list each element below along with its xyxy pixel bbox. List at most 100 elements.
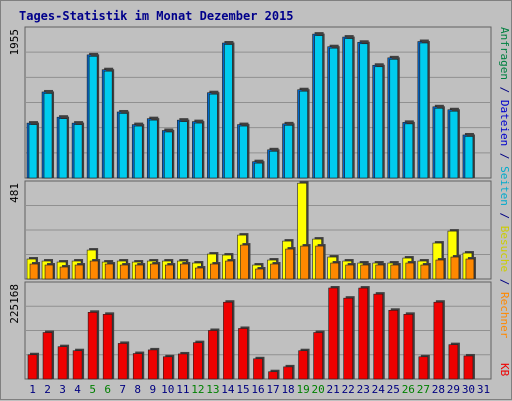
bar-rechner: [285, 248, 294, 280]
bar-kb: [27, 354, 38, 380]
bar-rechner: [240, 244, 249, 280]
bar-rechner: [270, 263, 279, 280]
day-label: 26: [402, 383, 415, 396]
bar-kb: [358, 287, 369, 380]
bar-anfragen: [58, 118, 68, 179]
bar-kb: [193, 342, 203, 380]
bar-kb: [253, 358, 263, 380]
bar-kb: [117, 343, 128, 380]
legend-part: Rechner: [498, 292, 511, 339]
bar-anfragen: [118, 113, 128, 179]
bar-anfragen: [269, 150, 278, 179]
day-label: 19: [296, 383, 309, 396]
bar-kb: [283, 366, 293, 380]
legend-part: /: [498, 206, 511, 226]
bar-anfragen: [359, 43, 369, 179]
bar-rechner: [59, 266, 69, 280]
day-label: 25: [387, 383, 400, 396]
bar-rechner: [89, 260, 99, 280]
legend-part: /: [498, 146, 511, 166]
day-label: 2: [44, 383, 51, 396]
bar-rechner: [300, 245, 309, 280]
day-label: 7: [119, 383, 126, 396]
bar-rechner: [225, 260, 234, 280]
bar-rechner: [195, 267, 204, 280]
day-label: 16: [251, 383, 264, 396]
bar-anfragen: [194, 122, 203, 179]
bar-rechner: [435, 259, 445, 280]
bar-anfragen: [404, 123, 414, 179]
bar-kb: [42, 332, 53, 380]
bar-kb: [102, 314, 113, 380]
day-label: 9: [149, 383, 156, 396]
bar-kb: [147, 349, 158, 380]
bar-rechner: [44, 264, 54, 280]
bar-rechner: [375, 264, 385, 280]
bar-anfragen: [344, 38, 353, 179]
bar-anfragen: [43, 93, 53, 179]
bar-kb: [373, 293, 384, 380]
bar-kb: [72, 350, 83, 380]
chart-title: Tages-Statistik im Monat Dezember 2015: [19, 9, 294, 23]
bar-rechner: [164, 264, 174, 280]
legend-part: Seiten: [498, 166, 511, 206]
bar-kb: [162, 356, 173, 380]
bar-rechner: [315, 245, 324, 280]
legend-part: /: [498, 80, 511, 100]
bar-anfragen: [133, 125, 143, 179]
bar-rechner: [360, 264, 370, 280]
bar-kb: [328, 287, 338, 380]
bar-rechner: [420, 264, 430, 280]
bar-kb: [208, 330, 218, 380]
day-label: 17: [266, 383, 279, 396]
day-label: 29: [447, 383, 460, 396]
bar-kb: [403, 314, 414, 380]
bar-anfragen: [329, 47, 338, 179]
bar-kb: [178, 353, 188, 380]
day-label: 28: [432, 383, 445, 396]
day-label: 24: [372, 383, 386, 396]
day-label: 3: [59, 383, 66, 396]
legend-part: /: [498, 272, 511, 292]
bar-kb: [463, 355, 474, 380]
bar-anfragen: [209, 93, 218, 179]
bar-anfragen: [179, 121, 188, 179]
bar-rechner: [255, 268, 264, 280]
day-label: 18: [281, 383, 294, 396]
day-label: 15: [236, 383, 249, 396]
day-label: 1: [29, 383, 36, 396]
bar-kb: [343, 297, 353, 380]
bar-kb: [313, 332, 323, 380]
day-label: 14: [221, 383, 235, 396]
bar-rechner: [119, 264, 129, 280]
day-label: 6: [104, 383, 111, 396]
bar-kb: [388, 309, 399, 380]
bar-kb: [57, 346, 68, 380]
day-label: 12: [191, 383, 204, 396]
bar-anfragen: [28, 124, 38, 179]
bar-rechner: [134, 264, 144, 280]
bar-kb: [87, 312, 98, 380]
day-label: 20: [312, 383, 325, 396]
bar-anfragen: [314, 35, 323, 179]
bar-anfragen: [239, 125, 248, 179]
bar-rechner: [390, 264, 400, 280]
bar-anfragen: [374, 66, 384, 179]
bar-anfragen: [419, 42, 429, 179]
bar-rechner: [104, 263, 114, 280]
bar-kb: [298, 350, 308, 380]
bar-rechner: [330, 262, 339, 280]
bar-kb: [223, 301, 233, 380]
bar-kb: [132, 353, 143, 380]
bar-kb: [433, 301, 444, 380]
legend-part: Besuche: [498, 226, 511, 272]
bar-rechner: [345, 264, 354, 280]
bar-anfragen: [449, 110, 459, 179]
bar-kb: [448, 344, 459, 380]
day-label: 11: [176, 383, 189, 396]
bar-anfragen: [163, 131, 173, 179]
bar-anfragen: [284, 125, 293, 179]
bar-anfragen: [73, 124, 83, 179]
bar-anfragen: [224, 44, 233, 179]
bar-anfragen: [254, 162, 263, 179]
